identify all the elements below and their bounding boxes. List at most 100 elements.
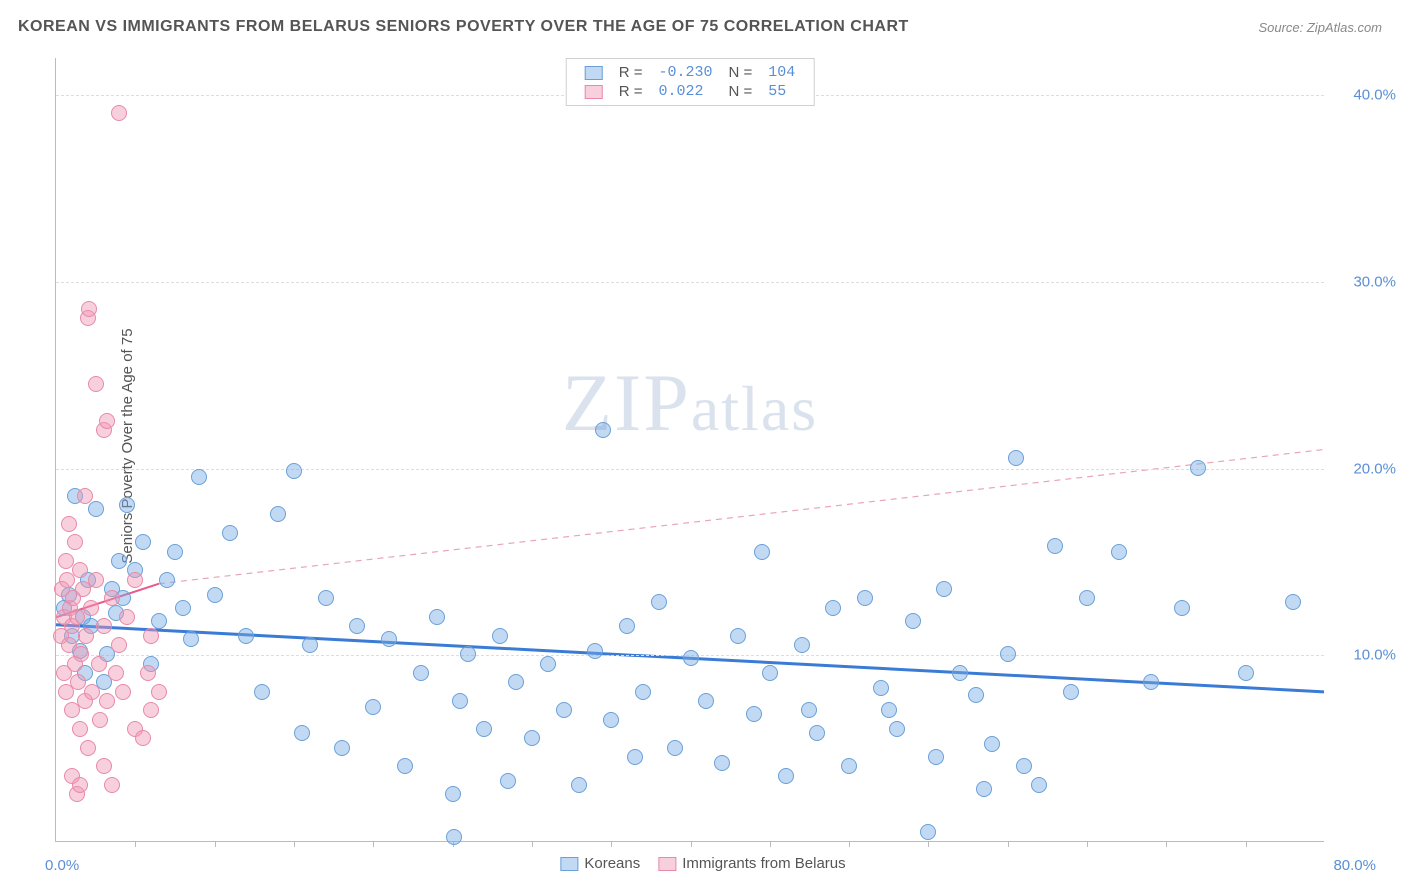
data-point [72, 562, 88, 578]
x-tick [532, 841, 533, 847]
data-point [1238, 665, 1254, 681]
data-point [159, 572, 175, 588]
data-point [905, 613, 921, 629]
data-point [762, 665, 778, 681]
data-point [222, 525, 238, 541]
data-point [667, 740, 683, 756]
data-point [968, 687, 984, 703]
data-point [183, 631, 199, 647]
data-point [809, 725, 825, 741]
data-point [476, 721, 492, 737]
data-point [1190, 460, 1206, 476]
legend-swatch [560, 857, 578, 871]
x-tick [135, 841, 136, 847]
data-point [111, 637, 127, 653]
data-point [952, 665, 968, 681]
data-point [270, 506, 286, 522]
n-value: 55 [760, 82, 803, 101]
x-tick [770, 841, 771, 847]
data-point [556, 702, 572, 718]
x-tick [611, 841, 612, 847]
data-point [571, 777, 587, 793]
data-point [587, 643, 603, 659]
data-point [167, 544, 183, 560]
data-point [84, 684, 100, 700]
data-point [140, 665, 156, 681]
data-point [1285, 594, 1301, 610]
data-point [452, 693, 468, 709]
data-point [841, 758, 857, 774]
data-point [651, 594, 667, 610]
x-tick [1008, 841, 1009, 847]
data-point [794, 637, 810, 653]
legend-swatch [585, 85, 603, 99]
data-point [801, 702, 817, 718]
data-point [754, 544, 770, 560]
data-point [595, 422, 611, 438]
gridline-h [56, 282, 1324, 283]
data-point [619, 618, 635, 634]
data-point [72, 777, 88, 793]
x-tick [691, 841, 692, 847]
data-point [135, 730, 151, 746]
data-point [349, 618, 365, 634]
x-tick [1087, 841, 1088, 847]
data-point [500, 773, 516, 789]
data-point [58, 553, 74, 569]
data-point [96, 618, 112, 634]
data-point [334, 740, 350, 756]
data-point [72, 721, 88, 737]
data-point [984, 736, 1000, 752]
data-point [81, 301, 97, 317]
data-point [135, 534, 151, 550]
data-point [397, 758, 413, 774]
r-value: -0.230 [650, 63, 720, 82]
data-point [825, 600, 841, 616]
data-point [104, 590, 120, 606]
data-point [928, 749, 944, 765]
data-point [151, 613, 167, 629]
trend-lines [56, 58, 1324, 841]
scatter-plot-area: ZIPatlas R =-0.230N =104R =0.022N =55 10… [55, 58, 1324, 842]
y-tick-label: 40.0% [1353, 87, 1396, 104]
data-point [413, 665, 429, 681]
y-tick-label: 30.0% [1353, 274, 1396, 291]
data-point [78, 628, 94, 644]
data-point [77, 488, 93, 504]
data-point [524, 730, 540, 746]
data-point [143, 702, 159, 718]
data-point [88, 376, 104, 392]
data-point [70, 674, 86, 690]
data-point [1143, 674, 1159, 690]
data-point [83, 600, 99, 616]
data-point [1174, 600, 1190, 616]
data-point [635, 684, 651, 700]
data-point [119, 497, 135, 513]
data-point [540, 656, 556, 672]
data-point [1031, 777, 1047, 793]
data-point [1008, 450, 1024, 466]
n-label: N = [721, 63, 761, 82]
data-point [73, 646, 89, 662]
data-point [286, 463, 302, 479]
data-point [115, 684, 131, 700]
data-point [88, 572, 104, 588]
data-point [603, 712, 619, 728]
data-point [492, 628, 508, 644]
data-point [99, 413, 115, 429]
data-point [302, 637, 318, 653]
series-legend: KoreansImmigrants from Belarus [560, 855, 845, 872]
data-point [381, 631, 397, 647]
x-tick [215, 841, 216, 847]
data-point [96, 758, 112, 774]
data-point [889, 721, 905, 737]
data-point [92, 712, 108, 728]
data-point [88, 501, 104, 517]
data-point [1111, 544, 1127, 560]
legend-swatch [658, 857, 676, 871]
data-point [460, 646, 476, 662]
data-point [683, 650, 699, 666]
data-point [508, 674, 524, 690]
data-point [627, 749, 643, 765]
data-point [207, 587, 223, 603]
